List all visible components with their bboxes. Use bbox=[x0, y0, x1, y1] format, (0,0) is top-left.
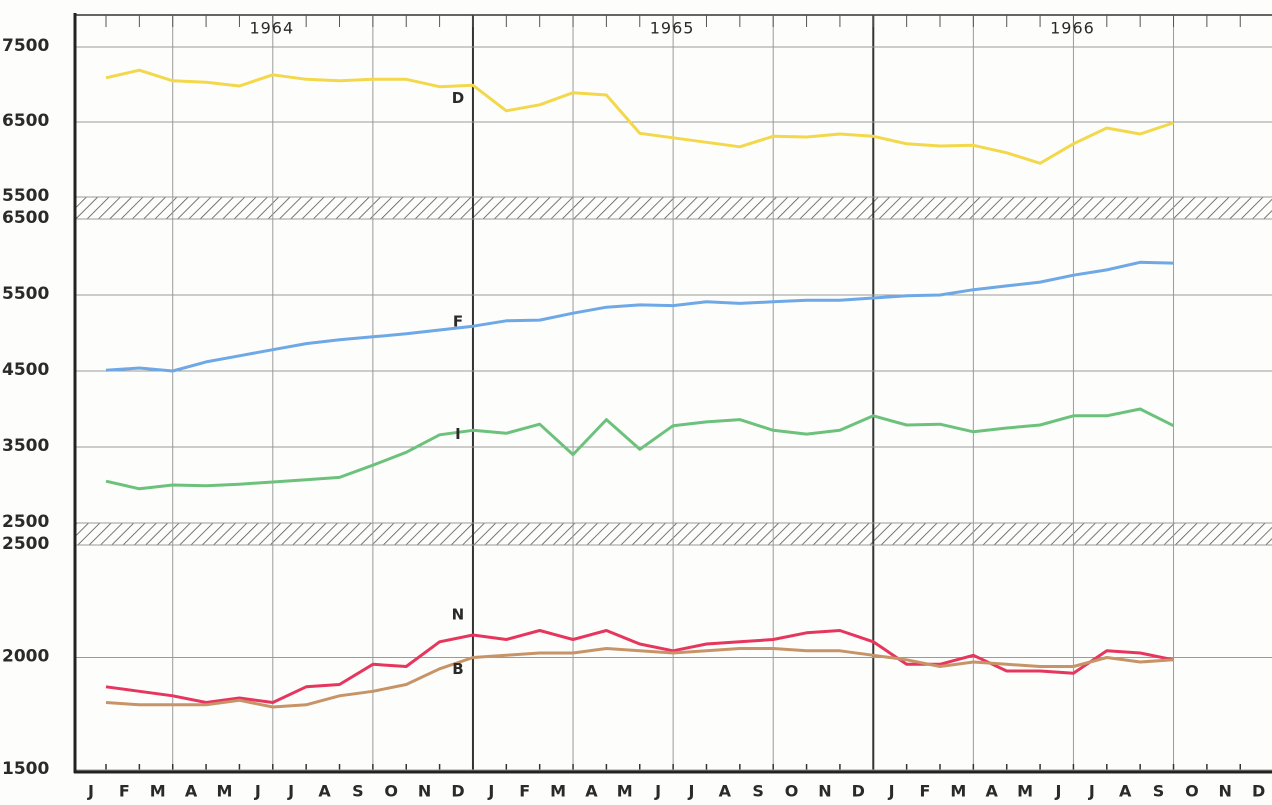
x-tick-label: N bbox=[1219, 782, 1232, 801]
x-tick-label: J bbox=[254, 782, 261, 801]
x-tick-label: N bbox=[818, 782, 831, 801]
x-tick-label: M bbox=[216, 782, 232, 801]
x-tick-label: M bbox=[950, 782, 966, 801]
series-label: D bbox=[452, 89, 464, 107]
x-tick-label: A bbox=[986, 782, 999, 801]
x-tick-label: J bbox=[888, 782, 895, 801]
x-tick-label: A bbox=[185, 782, 198, 801]
x-tick-label: F bbox=[519, 782, 530, 801]
year-label: 1964 bbox=[249, 19, 294, 38]
y-tick-label: 2500 bbox=[2, 512, 49, 532]
x-tick-label: J bbox=[688, 782, 695, 801]
series-line bbox=[105, 68, 1174, 165]
x-tick-label: A bbox=[719, 782, 732, 801]
x-tick-label: M bbox=[617, 782, 633, 801]
y-tick-label: 3500 bbox=[2, 436, 49, 456]
series-line bbox=[105, 647, 1174, 709]
x-tick-label: D bbox=[451, 782, 464, 801]
year-label: 1965 bbox=[650, 19, 695, 38]
year-label: 1966 bbox=[1050, 19, 1095, 38]
series-line bbox=[105, 260, 1174, 373]
y-tick-label: 6500 bbox=[2, 208, 49, 228]
x-tick-label: A bbox=[318, 782, 331, 801]
x-tick-label: N bbox=[418, 782, 431, 801]
y-tick-label: 2500 bbox=[2, 534, 49, 554]
series-label: F bbox=[453, 313, 463, 331]
y-tick-label: 4500 bbox=[2, 360, 49, 380]
x-tick-label: S bbox=[752, 782, 764, 801]
series-line bbox=[105, 407, 1175, 491]
y-tick-label: 6500 bbox=[2, 111, 49, 131]
x-tick-label: A bbox=[585, 782, 598, 801]
series-line bbox=[105, 629, 1174, 704]
series-label: I bbox=[455, 425, 461, 443]
y-tick-label: 2000 bbox=[2, 647, 49, 667]
x-tick-label: D bbox=[852, 782, 865, 801]
y-tick-label: 7500 bbox=[2, 36, 49, 56]
x-tick-label: O bbox=[384, 782, 398, 801]
x-tick-label: A bbox=[1119, 782, 1132, 801]
y-tick-label: 1500 bbox=[2, 759, 49, 779]
x-tick-label: S bbox=[352, 782, 364, 801]
x-tick-label: O bbox=[785, 782, 799, 801]
series-label: B bbox=[452, 660, 463, 678]
x-tick-label: O bbox=[1185, 782, 1199, 801]
x-tick-label: S bbox=[1153, 782, 1165, 801]
x-tick-label: J bbox=[654, 782, 661, 801]
x-tick-label: M bbox=[150, 782, 166, 801]
x-tick-label: M bbox=[550, 782, 566, 801]
x-tick-label: F bbox=[920, 782, 931, 801]
x-tick-label: F bbox=[119, 782, 130, 801]
x-tick-label: M bbox=[1017, 782, 1033, 801]
series-label: N bbox=[452, 606, 465, 624]
x-tick-label: J bbox=[1088, 782, 1095, 801]
x-tick-label: J bbox=[487, 782, 494, 801]
x-tick-label: J bbox=[1054, 782, 1061, 801]
x-tick-label: J bbox=[287, 782, 294, 801]
x-tick-label: D bbox=[1252, 782, 1265, 801]
y-tick-label: 5500 bbox=[2, 186, 49, 206]
x-tick-label: J bbox=[87, 782, 94, 801]
y-tick-label: 5500 bbox=[2, 284, 49, 304]
